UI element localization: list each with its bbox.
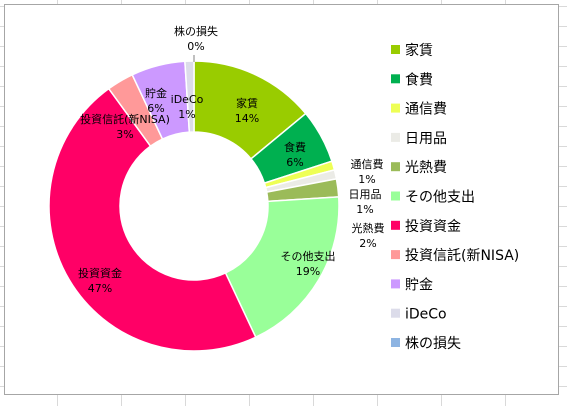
legend-label-1: 食費 (405, 71, 433, 88)
legend-swatch-3 (391, 132, 400, 142)
slice-9-percent-label: 1% (178, 108, 195, 121)
donut-chart: 家賃 14% 食費 6% 通信費 1% 日用品 1% 光熱費 2% その他支出 19% 投資資金 47% 投… (48, 24, 519, 352)
legend-swatch-0 (391, 45, 400, 54)
slice-5-percent-label: 19% (296, 265, 320, 278)
slice-2-percent-label: 1% (358, 173, 375, 186)
legend-label-8: 貯金 (405, 277, 433, 293)
legend-swatch-7 (391, 250, 400, 260)
legend-label-10: 株の損失 (405, 336, 461, 352)
slice-9-arc[interactable] (184, 60, 195, 133)
slice-10-category-label: 株の損失 (174, 24, 218, 38)
slice-3-percent-label: 1% (356, 203, 373, 216)
slice-6-percent-label: 47% (88, 282, 112, 295)
legend-label-0: 家賃 (405, 42, 433, 59)
slice-1-category-label: 食費 (284, 140, 306, 154)
legend-swatch-1 (391, 74, 400, 84)
slice-8-category-label: 貯金 (145, 86, 167, 100)
legend-swatch-9 (391, 308, 400, 318)
legend-swatch-8 (391, 279, 400, 289)
slice-2-category-label: 通信費 (351, 157, 384, 171)
legend-swatch-10 (391, 338, 400, 347)
legend-swatch-4 (391, 162, 400, 172)
slice-9-category-label: iDeCo (171, 93, 204, 106)
slice-8-percent-label: 6% (147, 102, 164, 115)
legend-label-2: 通信費 (405, 102, 447, 118)
legend-label-6: 投資資金 (405, 219, 461, 235)
slice-6-category-label: 投資資金 (78, 266, 122, 280)
legend-swatch-6 (391, 220, 400, 230)
slice-5-category-label: その他支出 (281, 249, 336, 263)
slice-0-percent-label: 14% (235, 112, 259, 125)
legend-swatch-5 (391, 191, 400, 201)
legend-label-4: 光熱費 (405, 160, 447, 176)
slice-10-percent-label: 0% (187, 40, 204, 53)
slice-3-category-label: 日用品 (349, 188, 382, 201)
legend-label-5: その他支出 (405, 190, 475, 206)
slice-7-percent-label: 3% (116, 128, 133, 141)
legend-label-9: iDeCo (405, 307, 447, 323)
slice-6-arc[interactable] (48, 87, 257, 352)
slice-0-category-label: 家賃 (236, 96, 258, 110)
slice-1-percent-label: 6% (286, 156, 303, 169)
slice-4-category-label: 光熱費 (352, 221, 385, 235)
slice-4-percent-label: 2% (359, 237, 376, 250)
slice-5-arc[interactable] (224, 196, 340, 339)
legend-swatch-2 (391, 103, 400, 113)
legend-label-3: 日用品 (405, 131, 447, 147)
legend-label-7: 投資信託(新NISA) (405, 248, 519, 264)
chart-area[interactable]: 家賃 14% 食費 6% 通信費 1% 日用品 1% 光熱費 2% その他支出 19% 投資資金 47% 投… (4, 4, 559, 395)
slice-7-category-label: 投資信託(新NISA) (80, 112, 170, 126)
